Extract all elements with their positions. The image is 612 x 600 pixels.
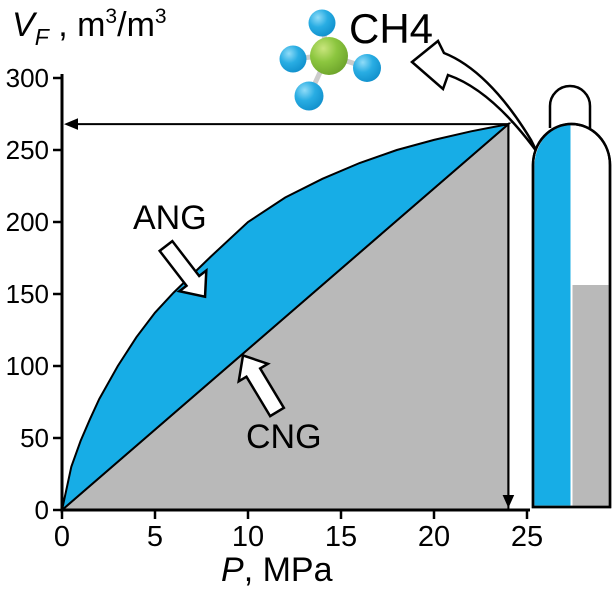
x-axis-unit: , MPa bbox=[243, 551, 333, 589]
ang-region bbox=[60, 122, 512, 513]
y-tick-label: 300 bbox=[6, 63, 49, 93]
unit-exp: 3 bbox=[154, 5, 167, 28]
cylinder-outline bbox=[531, 122, 612, 509]
y-axis-separator: , bbox=[48, 6, 78, 44]
axis-ticks: 0 50 100 150 200 250 300 0 5 10 15 20 25 bbox=[6, 63, 544, 553]
ch4-molecule-icon bbox=[279, 9, 381, 111]
unit-m: m bbox=[77, 6, 106, 44]
cylinder-cng-fill bbox=[572, 285, 609, 506]
x-tick-label: 0 bbox=[54, 521, 70, 553]
y-tick-label: 100 bbox=[6, 351, 49, 381]
y-axis-title: VF , m3/m3 bbox=[12, 5, 167, 49]
y-axis-subscript: F bbox=[34, 24, 49, 50]
hydrogen-atom bbox=[294, 81, 324, 111]
x-tick-label: 5 bbox=[147, 521, 163, 553]
y-tick-label: 200 bbox=[6, 207, 49, 237]
molecule-label: CH4 bbox=[349, 5, 434, 52]
x-axis-title: P, MPa bbox=[221, 553, 333, 587]
y-axis-symbol: V bbox=[12, 6, 35, 44]
x-tick-label: 20 bbox=[418, 521, 450, 553]
cng-pointer-arrow-icon bbox=[237, 353, 286, 418]
cng-series-label: CNG bbox=[246, 418, 322, 456]
hydrogen-atom bbox=[279, 45, 307, 73]
guide-arrows bbox=[64, 118, 515, 508]
unit-exp: 3 bbox=[105, 5, 118, 28]
ang-series-label: ANG bbox=[133, 199, 207, 237]
y-tick-label: 250 bbox=[6, 135, 49, 165]
gas-cylinder bbox=[531, 84, 612, 509]
y-tick-label: 50 bbox=[20, 423, 49, 453]
cylinder-valve bbox=[548, 84, 592, 128]
x-axis-symbol: P bbox=[221, 551, 244, 589]
guide-arrowhead-left-icon bbox=[64, 118, 78, 130]
x-tick-label: 25 bbox=[511, 521, 543, 553]
cylinder-to-molecule-arrow-icon bbox=[410, 39, 539, 153]
guide-arrowhead-down-icon bbox=[502, 495, 515, 508]
ang-pointer-arrow-icon bbox=[157, 239, 208, 299]
y-tick-label: 0 bbox=[35, 495, 49, 525]
carbon-atom bbox=[310, 37, 348, 75]
cylinder-ang-fill bbox=[534, 125, 571, 506]
hydrogen-atom bbox=[353, 54, 381, 82]
y-tick-label: 150 bbox=[6, 279, 49, 309]
x-tick-label: 15 bbox=[325, 521, 357, 553]
unit-slash: / bbox=[117, 6, 127, 44]
hydrogen-atom bbox=[308, 9, 336, 37]
x-tick-label: 10 bbox=[232, 521, 264, 553]
unit-m: m bbox=[126, 6, 155, 44]
